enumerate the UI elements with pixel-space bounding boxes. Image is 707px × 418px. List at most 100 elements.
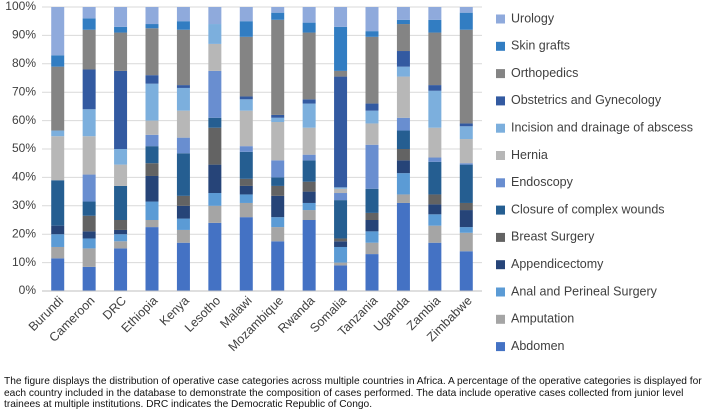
bar-segment bbox=[302, 127, 316, 155]
bar-segment bbox=[208, 70, 222, 118]
bar-segment bbox=[176, 87, 190, 111]
bar-segment bbox=[176, 110, 190, 138]
bar-segment bbox=[302, 210, 316, 220]
bar-segment bbox=[239, 146, 253, 152]
legend-swatch bbox=[496, 287, 505, 297]
bar-segment bbox=[114, 248, 128, 291]
bar-segment bbox=[145, 120, 159, 135]
bar-segment bbox=[145, 201, 159, 220]
bar-segment bbox=[428, 7, 442, 20]
bar-segment bbox=[114, 7, 128, 27]
bar-segment bbox=[239, 99, 253, 111]
bar-segment bbox=[114, 70, 128, 149]
bar-segment bbox=[428, 161, 442, 195]
bar-segment bbox=[428, 225, 442, 243]
legend-swatch bbox=[496, 178, 505, 188]
bar-segment bbox=[176, 7, 190, 22]
bar-segment bbox=[396, 160, 410, 174]
bar-segment bbox=[239, 202, 253, 218]
bar-segment bbox=[145, 83, 159, 121]
bar-segment bbox=[365, 242, 379, 255]
bar-segment bbox=[114, 26, 128, 33]
bar-segment bbox=[82, 238, 96, 249]
bar-segment bbox=[271, 241, 285, 291]
bar-segment bbox=[396, 173, 410, 195]
bar-segment bbox=[365, 231, 379, 243]
bar-segment bbox=[459, 163, 473, 165]
bar-segment bbox=[271, 177, 285, 186]
bar-segment bbox=[459, 139, 473, 164]
bar-segment bbox=[365, 31, 379, 37]
bar-segment bbox=[82, 7, 96, 19]
legend-label: Urology bbox=[511, 11, 555, 25]
bar-segment bbox=[82, 266, 96, 291]
bar-segment bbox=[459, 123, 473, 127]
bar-segment bbox=[396, 76, 410, 118]
bar-segment bbox=[334, 193, 348, 201]
bar-segment bbox=[396, 202, 410, 291]
bar-segment bbox=[176, 137, 190, 154]
bar-segment bbox=[428, 19, 442, 33]
bar-segment bbox=[208, 117, 222, 128]
bar-segment bbox=[334, 262, 348, 266]
legend-label: Hernia bbox=[511, 148, 548, 162]
y-tick-label: 30% bbox=[12, 198, 36, 212]
bar-segment bbox=[114, 241, 128, 249]
bar-segment bbox=[51, 55, 65, 67]
bar-segment bbox=[208, 24, 222, 44]
y-tick-label: 100% bbox=[5, 0, 36, 13]
bar-segment bbox=[82, 248, 96, 267]
bar-segment bbox=[428, 204, 442, 215]
bar-segment bbox=[302, 99, 316, 104]
bar-segment bbox=[239, 36, 253, 97]
bar-segment bbox=[114, 149, 128, 165]
bar-segment bbox=[271, 160, 285, 178]
bar-segment bbox=[145, 75, 159, 84]
bar-segment bbox=[145, 175, 159, 202]
y-tick-label: 50% bbox=[12, 141, 36, 155]
bar-segment bbox=[208, 205, 222, 223]
bar-segment bbox=[82, 215, 96, 232]
legend-label: Breast Surgery bbox=[511, 230, 595, 244]
bar-segment bbox=[51, 7, 65, 56]
bar-segment bbox=[428, 214, 442, 226]
bar-segment bbox=[459, 29, 473, 124]
bar-segment bbox=[396, 149, 410, 161]
bar-segment bbox=[302, 181, 316, 192]
bar-segment bbox=[114, 32, 128, 71]
bar-segment bbox=[114, 164, 128, 186]
legend-swatch bbox=[496, 151, 505, 160]
bar-segment bbox=[239, 7, 253, 22]
bar-segment bbox=[271, 227, 285, 242]
legend-swatch bbox=[496, 205, 505, 215]
bar-segment bbox=[365, 7, 379, 32]
bar-segment bbox=[334, 200, 348, 239]
bar-segment bbox=[365, 220, 379, 232]
bar-segment bbox=[271, 7, 285, 13]
bar-segment bbox=[334, 265, 348, 291]
bar-segment bbox=[365, 254, 379, 291]
bar-segment bbox=[459, 232, 473, 252]
bar-segment bbox=[145, 163, 159, 176]
bar-segment bbox=[176, 218, 190, 230]
bar-segment bbox=[334, 7, 348, 27]
bar-segment bbox=[208, 43, 222, 71]
bar-segment bbox=[428, 157, 442, 162]
bar-segment bbox=[428, 194, 442, 205]
bar-segment bbox=[176, 85, 190, 88]
bar-segment bbox=[365, 188, 379, 213]
bar-segment bbox=[176, 229, 190, 243]
bar-segment bbox=[459, 227, 473, 233]
bar-segment bbox=[82, 231, 96, 239]
chart: 0%10%20%30%40%50%60%70%80%90%100%Burundi… bbox=[5, 0, 693, 354]
bar-segment bbox=[51, 234, 65, 247]
bar-segment bbox=[145, 24, 159, 29]
bar-segment bbox=[334, 187, 348, 189]
legend-label: Endoscopy bbox=[511, 175, 574, 189]
bar-segment bbox=[396, 24, 410, 52]
y-tick-label: 10% bbox=[12, 255, 36, 269]
y-tick-label: 90% bbox=[12, 28, 36, 42]
bar-segment bbox=[302, 202, 316, 211]
legend-label: Incision and drainage of abscess bbox=[511, 120, 693, 134]
